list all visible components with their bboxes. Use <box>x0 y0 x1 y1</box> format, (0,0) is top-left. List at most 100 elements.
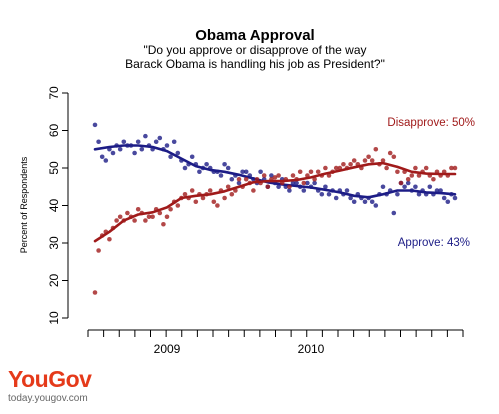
approve-point <box>312 180 317 186</box>
approve-point <box>333 195 339 201</box>
disapprove-point <box>395 169 400 175</box>
approve-point <box>189 154 195 160</box>
disapprove-point <box>341 161 346 167</box>
disapprove-point <box>398 180 404 186</box>
disapprove-point <box>333 165 339 171</box>
disapprove-point <box>366 154 371 160</box>
approve-point <box>380 184 386 190</box>
disapprove-point <box>150 214 155 220</box>
series-disapprove <box>92 146 458 295</box>
approve-point <box>301 188 307 193</box>
disapprove-point <box>452 165 458 171</box>
disapprove-point <box>96 248 101 253</box>
approve-point <box>110 150 116 156</box>
y-tick-label: 30 <box>47 236 61 250</box>
approve-point <box>344 188 350 193</box>
series-label-approve: Approve: 43% <box>398 237 470 249</box>
approve-point <box>405 180 411 186</box>
approve-point <box>269 173 274 178</box>
disapprove-point <box>265 184 271 190</box>
approve-point <box>204 161 209 167</box>
disapprove-point <box>348 161 353 167</box>
disapprove-point <box>287 184 292 190</box>
approve-point <box>348 195 353 201</box>
disapprove-point <box>312 176 317 182</box>
approve-point <box>402 184 407 190</box>
disapprove-point <box>114 218 119 223</box>
approve-point <box>222 161 227 167</box>
disapprove-point <box>125 210 130 216</box>
yougov-logo: YouGov <box>8 366 92 392</box>
disapprove-point <box>384 165 389 171</box>
disapprove-point <box>225 184 231 190</box>
approve-point <box>96 139 101 145</box>
chart-axes: 10 20 30 40 50 60 70 2009 2010 <box>47 86 464 356</box>
approve-point <box>157 135 163 141</box>
approve-point <box>362 199 368 205</box>
disapprove-point <box>117 214 123 220</box>
disapprove-point <box>236 176 242 182</box>
y-axis-title: Percent of Respondents <box>19 156 29 253</box>
approve-point <box>395 191 400 197</box>
approve-point <box>276 184 281 190</box>
y-tick-label: 40 <box>47 199 61 213</box>
disapprove-point <box>107 236 112 242</box>
disapprove-point <box>168 206 173 212</box>
disapprove-point <box>362 158 368 163</box>
disapprove-point <box>409 173 415 178</box>
approve-point <box>323 184 328 190</box>
approve-point <box>229 176 235 182</box>
approve-point <box>168 154 173 160</box>
disapprove-point <box>254 176 260 182</box>
approve-point <box>445 199 451 205</box>
approve-point <box>452 195 458 201</box>
approve-point <box>240 169 245 175</box>
approve-point <box>305 180 310 186</box>
approve-point <box>175 150 181 156</box>
disapprove-point <box>373 146 379 152</box>
approve-point <box>197 169 202 175</box>
disapprove-point <box>229 191 235 197</box>
approve-point <box>132 150 137 156</box>
approve-point <box>117 146 123 152</box>
disapprove-point <box>323 165 328 171</box>
disapprove-point <box>189 188 195 193</box>
y-tick-label: 70 <box>47 86 61 100</box>
disapprove-point <box>351 158 357 163</box>
disapprove-point <box>276 173 281 178</box>
approve-trend-line <box>93 144 457 199</box>
disapprove-point <box>423 165 429 171</box>
chart-series <box>92 122 458 295</box>
approve-point <box>351 199 357 205</box>
approve-point <box>164 143 170 148</box>
disapprove-point <box>308 169 314 175</box>
disapprove-point <box>161 221 166 227</box>
approve-point <box>139 146 145 152</box>
disapprove-point <box>200 195 206 201</box>
approve-point <box>441 195 447 201</box>
chart-subtitle-line-2: Barack Obama is handling his job as Pres… <box>125 57 385 71</box>
approve-point <box>99 154 105 160</box>
approve-point <box>182 165 188 171</box>
approve-point <box>391 210 397 216</box>
chart-title: Obama Approval <box>195 27 314 44</box>
disapprove-point <box>405 176 411 182</box>
approve-point <box>121 139 127 145</box>
disapprove-trend-line <box>93 161 457 243</box>
x-tick-label: 2010 <box>298 342 325 356</box>
series-approve <box>92 122 458 216</box>
disapprove-point <box>193 199 199 205</box>
approve-point <box>413 184 418 190</box>
disapprove-point <box>387 150 393 156</box>
disapprove-point <box>92 290 98 295</box>
disapprove-point <box>211 199 217 205</box>
approve-point <box>153 139 159 145</box>
approve-point <box>143 133 148 139</box>
yougov-url: today.yougov.com <box>8 393 88 404</box>
disapprove-point <box>272 175 278 180</box>
disapprove-point <box>164 214 170 220</box>
disapprove-point <box>261 173 267 178</box>
y-tick-label: 10 <box>47 311 61 325</box>
disapprove-point <box>175 203 181 208</box>
